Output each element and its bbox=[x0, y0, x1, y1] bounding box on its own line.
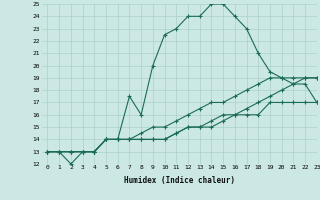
X-axis label: Humidex (Indice chaleur): Humidex (Indice chaleur) bbox=[124, 176, 235, 185]
